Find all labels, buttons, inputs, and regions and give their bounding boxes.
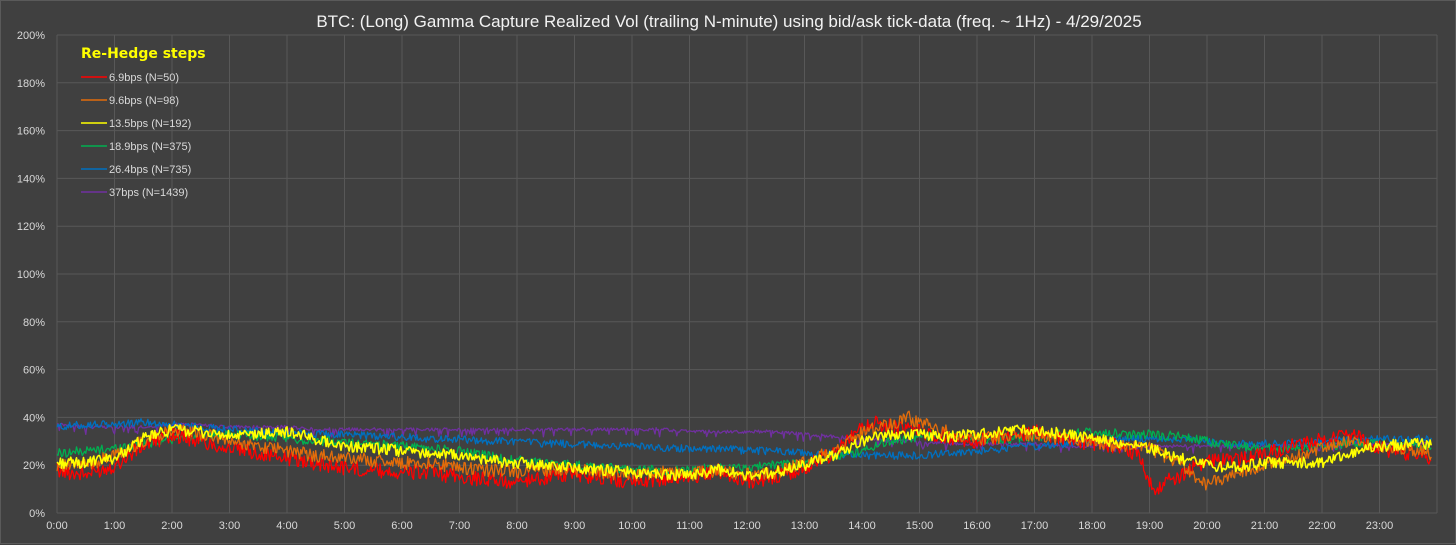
legend-entry-label: 9.6bps (N=98) [109, 95, 179, 107]
x-tick-label: 18:00 [1078, 520, 1106, 532]
legend: Re-Hedge steps 6.9bps (N=50) 9.6bps (N=98… [81, 46, 206, 199]
x-tick-label: 5:00 [334, 520, 355, 532]
series-line [56, 423, 1432, 482]
legend-entry-label: 37bps (N=1439) [109, 187, 188, 199]
x-tick-label: 10:00 [618, 520, 646, 532]
x-tick-label: 19:00 [1136, 520, 1164, 532]
x-tick-label: 3:00 [219, 520, 240, 532]
y-tick-label: 40% [23, 412, 45, 424]
legend-title: Re-Hedge steps [81, 46, 206, 62]
x-axis-ticks: 0:00 1:00 2:00 3:00 4:00 5:00 6:00 7:00 8:00 9:00… [46, 520, 1393, 532]
x-tick-label: 8:00 [506, 520, 527, 532]
x-tick-label: 23:00 [1366, 520, 1394, 532]
y-tick-label: 20% [23, 460, 45, 472]
y-tick-label: 200% [17, 30, 45, 42]
y-tick-label: 60% [23, 365, 45, 377]
x-tick-label: 7:00 [449, 520, 470, 532]
x-tick-label: 16:00 [963, 520, 991, 532]
legend-entry-label: 6.9bps (N=50) [109, 72, 179, 84]
y-tick-label: 80% [23, 317, 45, 329]
x-tick-label: 1:00 [104, 520, 125, 532]
y-axis-ticks: 0% 20% 40% 60% 80% 100% 120% 140% 160% 180% 200% [17, 30, 45, 520]
x-tick-label: 9:00 [564, 520, 585, 532]
x-tick-label: 17:00 [1021, 520, 1049, 532]
x-tick-label: 6:00 [391, 520, 412, 532]
x-tick-label: 13:00 [791, 520, 819, 532]
x-tick-label: 2:00 [161, 520, 182, 532]
legend-entry-label: 13.5bps (N=192) [109, 118, 191, 130]
y-tick-label: 0% [29, 508, 45, 520]
legend-entry-label: 18.9bps (N=375) [109, 141, 191, 153]
y-tick-label: 160% [17, 126, 45, 138]
y-tick-label: 180% [17, 78, 45, 90]
x-tick-label: 14:00 [848, 520, 876, 532]
x-tick-label: 4:00 [276, 520, 297, 532]
x-tick-label: 15:00 [906, 520, 934, 532]
chart-title: BTC: (Long) Gamma Capture Realized Vol (… [316, 12, 1141, 31]
series-lines [56, 410, 1432, 496]
x-tick-label: 22:00 [1308, 520, 1336, 532]
series-line [56, 418, 1432, 460]
series-line [56, 427, 1432, 476]
x-tick-label: 20:00 [1193, 520, 1221, 532]
y-tick-label: 140% [17, 173, 45, 185]
x-tick-label: 0:00 [46, 520, 67, 532]
x-tick-label: 12:00 [733, 520, 761, 532]
x-tick-label: 11:00 [676, 520, 703, 532]
y-tick-label: 120% [17, 221, 45, 233]
gridlines [56, 34, 1438, 514]
legend-entry-label: 26.4bps (N=735) [109, 164, 191, 176]
x-tick-label: 21:00 [1251, 520, 1279, 532]
y-tick-label: 100% [17, 269, 45, 281]
